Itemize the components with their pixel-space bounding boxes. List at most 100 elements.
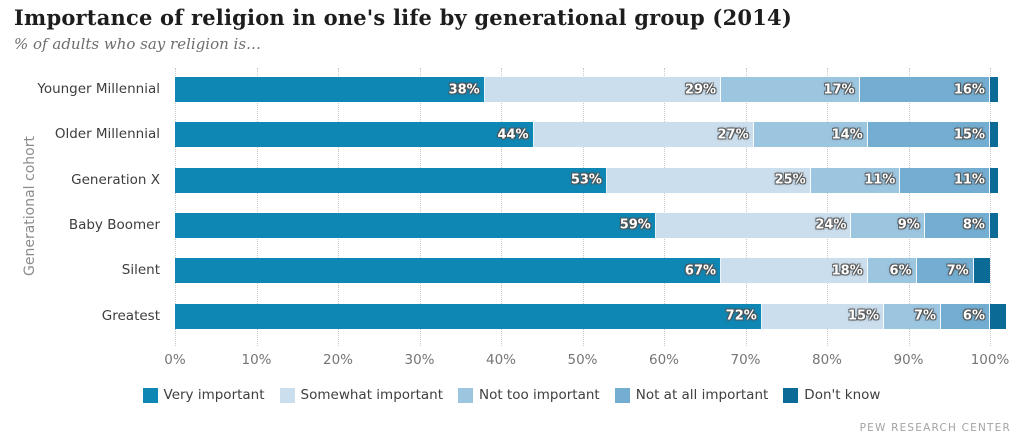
x-axis-tick-label: 50% (567, 352, 598, 368)
bar-segment-not-too-important: 17% (721, 77, 860, 102)
gridline (256, 68, 258, 346)
bar-row-generation-x: 53% 25% 11% 11% (175, 167, 999, 193)
x-axis-tick-label: 70% (730, 352, 761, 368)
bar-segment-somewhat-important: 15% (761, 303, 885, 329)
bar-segment-very-important: 72% (175, 303, 762, 329)
bar-segment-very-important: 38% (175, 77, 485, 102)
bar-value-label: 7% (914, 308, 937, 324)
bar-value-label: 67% (684, 263, 717, 279)
y-axis-category-label: Baby Boomer (68, 216, 160, 233)
bar-value-label: 24% (815, 217, 847, 233)
legend-swatch (783, 387, 799, 403)
bar-value-label: 11% (953, 172, 985, 188)
bar-segment-very-important: 44% (175, 122, 534, 148)
bar-value-label: 16% (953, 82, 985, 97)
legend: Very important Somewhat important Not too … (0, 387, 1023, 403)
bar-segment-somewhat-important: 29% (484, 77, 722, 102)
bar-segment-not-too-important: 11% (810, 167, 901, 193)
bar-value-label: 11% (864, 172, 896, 188)
legend-item-don-t-know: Don't know (783, 387, 880, 403)
bar-row-greatest: 72% 15% 7% 6% (175, 303, 1007, 329)
gridline (175, 68, 176, 346)
bar-segment-somewhat-important: 24% (655, 212, 852, 238)
bar-value-label: 27% (717, 127, 749, 143)
bar-segment-very-important: 59% (175, 212, 656, 238)
bar-row-silent: 67% 18% 6% 7% (175, 258, 990, 284)
bar-value-label: 53% (570, 172, 602, 188)
bar-row-older-millennial: 44% 27% 14% 15% (175, 122, 999, 148)
chart-subtitle: % of adults who say religion is… (14, 35, 262, 53)
bar-value-label: 59% (619, 217, 651, 233)
y-axis-category-label: Greatest (101, 307, 160, 324)
bar-value-label: 38% (448, 82, 480, 97)
bar-row-younger-millennial: 38% 29% 17% 16% (175, 77, 999, 102)
legend-label: Don't know (804, 387, 881, 403)
bar-segment-not-at-all-important: 8% (924, 212, 990, 238)
bar-value-label: 9% (897, 217, 920, 233)
bar-value-label: 25% (774, 172, 806, 188)
legend-label: Very important (163, 387, 265, 403)
bar-segment-not-at-all-important: 11% (900, 167, 990, 193)
gridline (501, 68, 502, 346)
bar-value-label: 14% (831, 127, 863, 143)
bar-segment-somewhat-important: 25% (606, 167, 811, 193)
bar-value-label: 6% (889, 263, 912, 279)
x-axis-tick-label: 0% (164, 352, 186, 368)
source-credit: PEW RESEARCH CENTER (859, 422, 1011, 434)
legend-swatch (142, 387, 158, 403)
bar-segment-don-t-know (989, 122, 999, 148)
bar-row-baby-boomer: 59% 24% 9% 8% (175, 212, 999, 238)
bar-value-label: 29% (684, 82, 717, 97)
x-axis-tick-label: 90% (893, 352, 924, 368)
gridline (664, 68, 665, 346)
legend-swatch (457, 387, 473, 403)
bar-segment-don-t-know (989, 167, 999, 193)
x-axis-tick-label: 40% (485, 352, 517, 368)
bar-value-label: 15% (953, 127, 985, 143)
x-axis-tick-label: 80% (811, 352, 843, 368)
bar-segment-not-too-important: 7% (884, 303, 942, 329)
y-axis-category-label: Younger Millennial (37, 81, 160, 97)
bar-value-label: 8% (962, 217, 985, 233)
bar-segment-very-important: 67% (175, 258, 722, 284)
bar-segment-don-t-know (989, 77, 999, 102)
bar-value-label: 6% (962, 308, 985, 324)
legend-label: Not at all important (635, 387, 769, 403)
legend-item-not-at-all-important: Not at all important (614, 387, 769, 403)
gridline (908, 68, 910, 346)
bar-segment-don-t-know (989, 212, 999, 238)
gridline (419, 68, 421, 346)
bar-value-label: 17% (823, 82, 855, 97)
legend-item-not-too-important: Not too important (457, 387, 600, 403)
x-axis-tick-label: 100% (970, 352, 1010, 368)
bar-segment-not-at-all-important: 7% (916, 258, 974, 284)
legend-label: Not too important (478, 387, 600, 403)
bar-segment-not-at-all-important: 15% (867, 122, 990, 148)
bar-segment-very-important: 53% (175, 167, 607, 193)
y-axis-category-label: Older Millennial (54, 126, 160, 143)
x-axis-tick-label: 10% (241, 352, 272, 368)
bar-segment-not-at-all-important: 6% (941, 303, 990, 329)
legend-item-very-important: Very important (142, 387, 265, 403)
bar-value-label: 72% (725, 308, 757, 324)
bar-segment-somewhat-important: 18% (721, 258, 868, 284)
bar-value-label: 7% (946, 263, 969, 279)
bar-segment-don-t-know (989, 303, 1007, 329)
y-axis-category-label: Silent (121, 262, 160, 279)
gridline (338, 68, 339, 346)
gridline (827, 68, 828, 346)
x-axis-tick-label: 60% (648, 352, 680, 368)
bar-segment-don-t-know (973, 258, 990, 284)
bar-segment-not-at-all-important: 16% (859, 77, 990, 102)
bar-segment-not-too-important: 6% (867, 258, 917, 284)
y-axis-category-label: Generation X (71, 171, 160, 188)
bar-segment-somewhat-important: 27% (533, 122, 754, 148)
plot-area: 38% 29% 17% 16% 44% 27% 14% 15% 53% 25% 11% 11% 59% 2… (175, 66, 1007, 346)
chart-title: Importance of religion in one's life by … (14, 5, 792, 30)
bar-segment-not-too-important: 14% (753, 122, 868, 148)
x-axis-tick-label: 20% (322, 352, 354, 368)
legend-label: Somewhat important (300, 387, 443, 403)
gridline (582, 68, 584, 346)
gridline (990, 68, 991, 346)
